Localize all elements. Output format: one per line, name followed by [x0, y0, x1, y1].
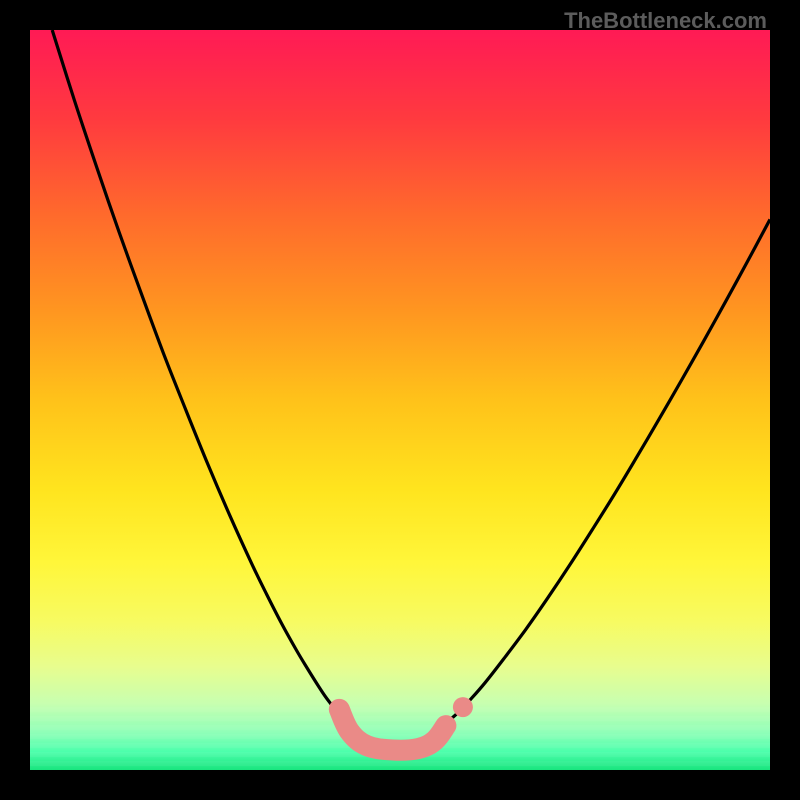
chart-background-gradient [30, 30, 770, 770]
stage: TheBottleneck.com [0, 0, 800, 800]
watermark-text: TheBottleneck.com [564, 8, 767, 34]
plot-area [30, 30, 770, 770]
